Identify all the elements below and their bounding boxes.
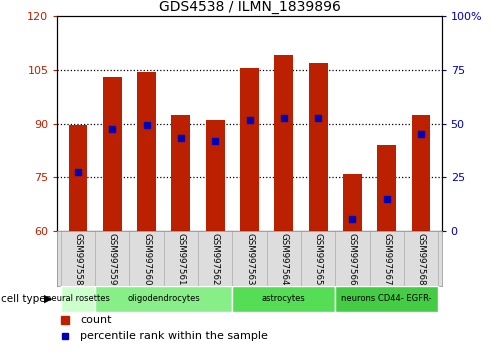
Text: GSM997565: GSM997565: [313, 233, 323, 285]
Text: GSM997558: GSM997558: [73, 233, 82, 285]
Bar: [309, 63, 327, 231]
Text: ▶: ▶: [44, 294, 52, 304]
Text: cell type: cell type: [1, 294, 46, 304]
Text: neurons CD44- EGFR-: neurons CD44- EGFR-: [341, 294, 432, 303]
Text: GSM997563: GSM997563: [245, 233, 254, 285]
Text: percentile rank within the sample: percentile rank within the sample: [80, 331, 268, 341]
Bar: [412, 115, 431, 231]
Text: GSM997566: GSM997566: [348, 233, 357, 285]
Text: GSM997564: GSM997564: [279, 233, 288, 285]
Bar: [343, 174, 362, 231]
Bar: [240, 68, 259, 231]
Title: GDS4538 / ILMN_1839896: GDS4538 / ILMN_1839896: [159, 0, 340, 13]
Text: GSM997562: GSM997562: [211, 233, 220, 285]
Text: GSM997561: GSM997561: [176, 233, 186, 285]
Text: count: count: [80, 315, 112, 325]
Text: neural rosettes: neural rosettes: [46, 294, 110, 303]
Text: GSM997560: GSM997560: [142, 233, 151, 285]
Bar: [377, 145, 396, 231]
Bar: [172, 115, 190, 231]
Bar: [68, 125, 87, 231]
Bar: [95, 286, 233, 312]
Bar: [103, 77, 122, 231]
Text: oligodendrocytes: oligodendrocytes: [127, 294, 200, 303]
Bar: [206, 120, 225, 231]
Text: GSM997567: GSM997567: [382, 233, 391, 285]
Text: astrocytes: astrocytes: [262, 294, 306, 303]
Bar: [137, 72, 156, 231]
Text: GSM997568: GSM997568: [417, 233, 426, 285]
Bar: [274, 55, 293, 231]
Bar: [335, 286, 438, 312]
Bar: [61, 286, 95, 312]
Text: GSM997559: GSM997559: [108, 233, 117, 285]
Bar: [233, 286, 335, 312]
